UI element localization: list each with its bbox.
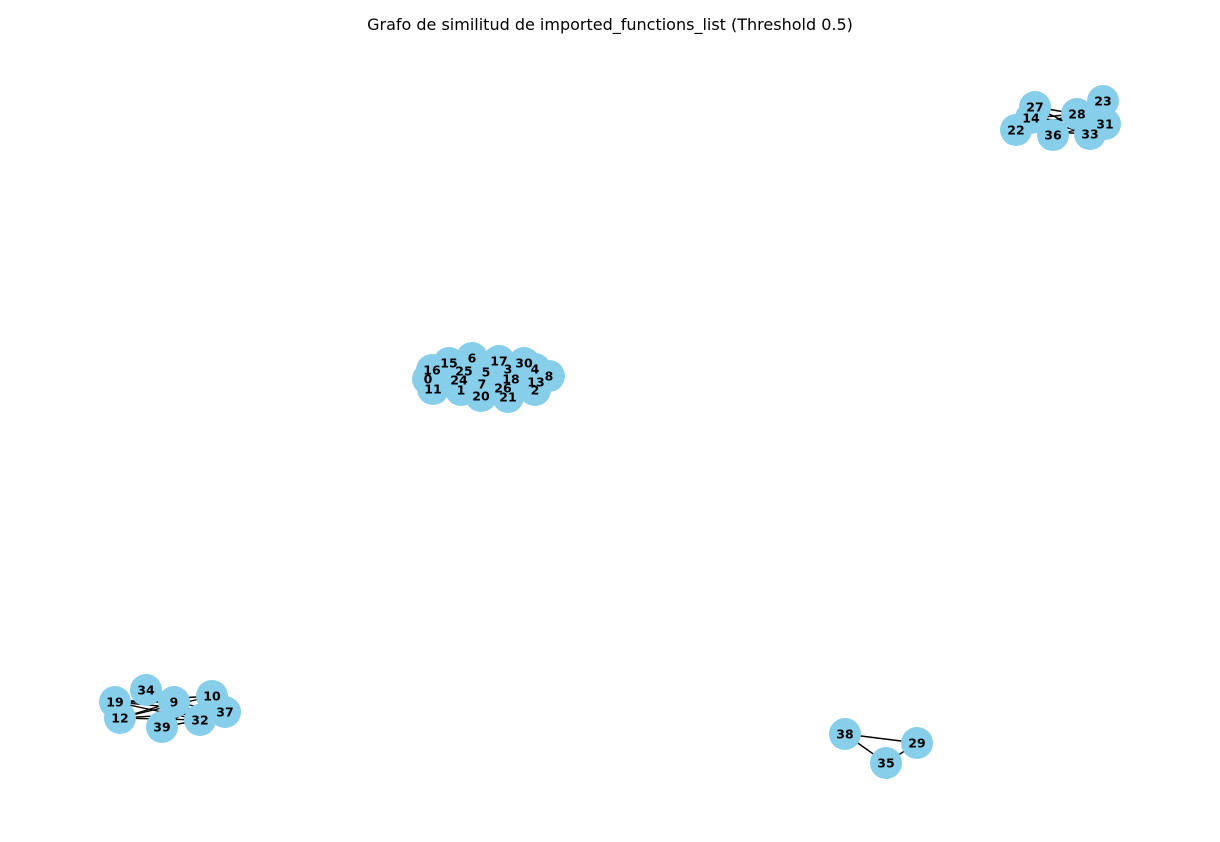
node-label-39: 39 [153, 720, 170, 735]
chart-title: Grafo de similitud de imported_functions… [367, 15, 853, 35]
node-label-23: 23 [1094, 94, 1111, 109]
node-label-25: 25 [455, 364, 472, 379]
node-29 [901, 727, 933, 759]
node-2 [519, 374, 551, 406]
node-label-32: 32 [191, 713, 208, 728]
node-label-10: 10 [203, 689, 221, 704]
node-label-31: 31 [1096, 117, 1113, 132]
node-32 [184, 704, 216, 736]
node-label-26: 26 [494, 381, 512, 396]
node-label-21: 21 [499, 390, 516, 405]
node-label-11: 11 [424, 382, 441, 397]
node-label-5: 5 [482, 365, 491, 380]
node-label-33: 33 [1081, 127, 1098, 142]
node-21 [492, 381, 524, 413]
node-label-13: 13 [527, 375, 544, 390]
node-label-35: 35 [877, 756, 894, 771]
node-31 [1089, 108, 1121, 140]
node-label-16: 16 [423, 363, 441, 378]
node-label-8: 8 [545, 369, 554, 384]
node-label-17: 17 [490, 354, 507, 369]
node-label-34: 34 [137, 683, 155, 698]
node-label-6: 6 [468, 351, 477, 366]
node-label-15: 15 [440, 356, 457, 371]
node-22 [1000, 114, 1032, 146]
node-label-29: 29 [908, 736, 925, 751]
node-label-30: 30 [515, 356, 533, 371]
node-label-4: 4 [531, 362, 540, 377]
node-11 [417, 373, 449, 405]
node-label-24: 24 [450, 373, 468, 388]
node-label-12: 12 [111, 711, 128, 726]
node-label-1: 1 [457, 383, 466, 398]
node-label-9: 9 [170, 695, 179, 710]
node-label-19: 19 [106, 695, 123, 710]
node-12 [104, 702, 136, 734]
node-label-28: 28 [1068, 107, 1085, 122]
node-label-37: 37 [216, 705, 233, 720]
node-34 [130, 674, 162, 706]
node-label-0: 0 [424, 372, 433, 387]
node-36 [1037, 119, 1069, 151]
node-38 [829, 718, 861, 750]
node-37 [209, 696, 241, 728]
node-label-38: 38 [836, 727, 853, 742]
node-39 [146, 711, 178, 743]
node-label-7: 7 [478, 377, 487, 392]
node-label-3: 3 [504, 362, 513, 377]
node-label-2: 2 [531, 383, 540, 398]
node-label-27: 27 [1026, 100, 1043, 115]
node-label-14: 14 [1022, 111, 1040, 126]
node-label-18: 18 [502, 372, 519, 387]
node-label-22: 22 [1007, 123, 1024, 138]
node-label-20: 20 [472, 389, 490, 404]
node-label-36: 36 [1044, 128, 1062, 143]
node-35 [870, 747, 902, 779]
node-9 [158, 686, 190, 718]
node-23 [1087, 85, 1119, 117]
